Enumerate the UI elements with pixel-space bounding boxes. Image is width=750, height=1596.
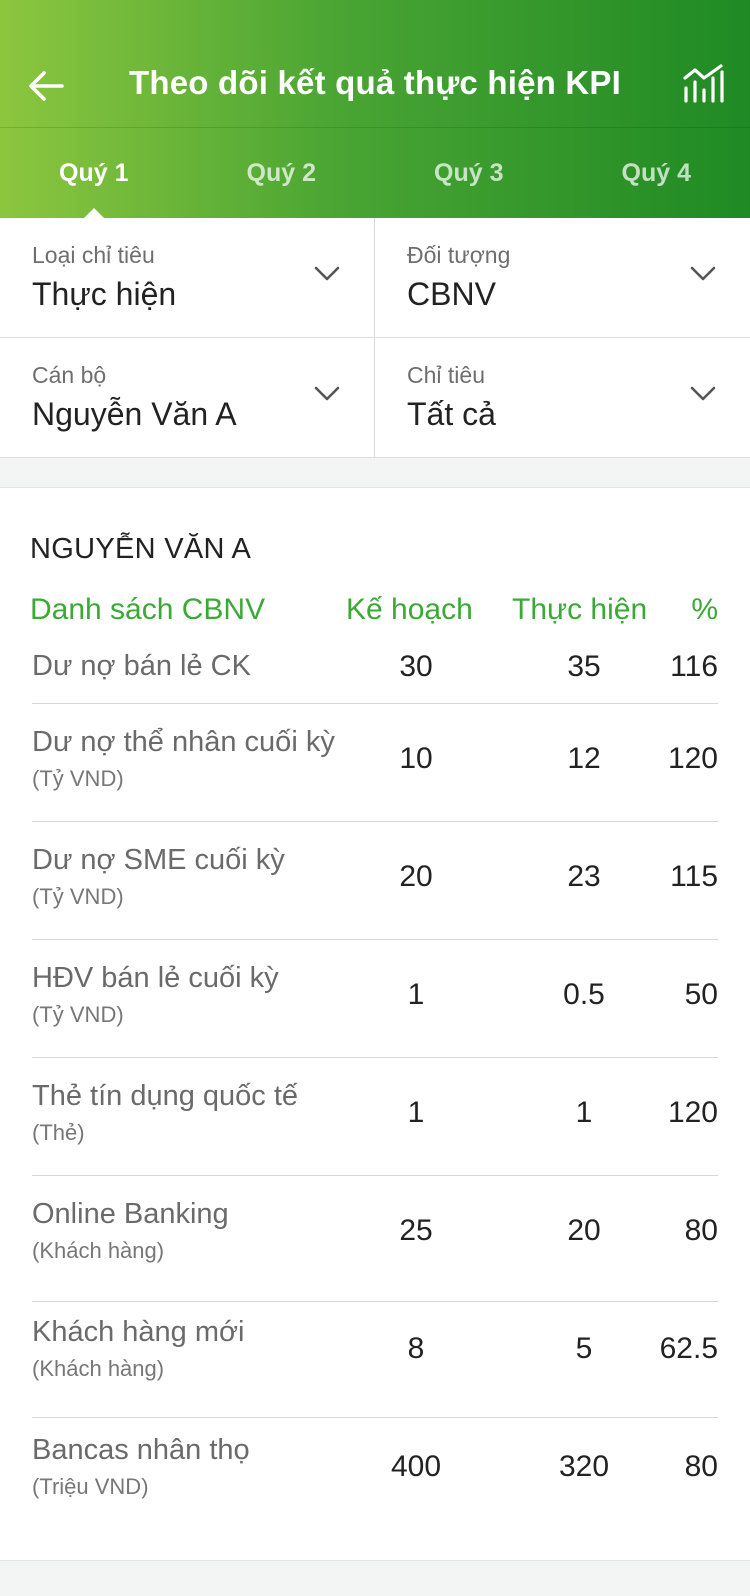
- table-row[interactable]: HĐV bán lẻ cuối kỳ (Tỷ VND) 1 0.5 50: [32, 940, 718, 1058]
- officer-dropdown[interactable]: Cán bộ Nguyễn Văn A: [0, 338, 375, 458]
- row-percent: 116: [670, 650, 718, 683]
- row-percent: 120: [667, 1096, 718, 1129]
- dropdown-label: Đối tượng: [407, 242, 511, 268]
- chevron-down-icon: [314, 386, 340, 401]
- row-unit: (Triệu VND): [32, 1474, 149, 1499]
- active-tab-indicator: [83, 208, 104, 218]
- dropdown-value: CBNV: [407, 276, 496, 312]
- column-header-name: Danh sách CBNV: [30, 593, 266, 626]
- table-row[interactable]: Thẻ tín dụng quốc tế (Thẻ) 1 1 120: [32, 1058, 718, 1176]
- row-unit: (Tỷ VND): [32, 884, 124, 909]
- row-name: Dư nợ thể nhân cuối kỳ: [32, 726, 335, 758]
- dropdown-label: Cán bộ: [32, 362, 107, 388]
- row-actual: 12: [567, 742, 601, 775]
- table-row[interactable]: Dư nợ SME cuối kỳ (Tỷ VND) 20 23 115: [32, 822, 718, 940]
- tab-quarter-1[interactable]: Quý 1: [0, 128, 188, 218]
- row-unit: (Thẻ): [32, 1120, 85, 1145]
- row-percent: 80: [684, 1450, 718, 1483]
- dropdown-value: Tất cả: [407, 396, 496, 432]
- row-unit: (Tỷ VND): [32, 766, 124, 791]
- top-bar: Theo dõi kết quả thực hiện KPI: [0, 0, 750, 128]
- row-actual: 35: [567, 650, 601, 683]
- tab-label: Quý 1: [59, 159, 129, 187]
- table-row[interactable]: Khách hàng mới (Khách hàng) 8 5 62.5: [32, 1302, 718, 1418]
- row-actual: 1: [575, 1096, 593, 1129]
- target-type-dropdown[interactable]: Loại chỉ tiêu Thực hiện: [0, 218, 375, 338]
- back-button[interactable]: [26, 66, 66, 106]
- table-header: Danh sách CBNV Kế hoạch Thực hiện %: [0, 593, 750, 633]
- row-name: Bancas nhân thọ: [32, 1434, 250, 1466]
- row-plan: 1: [407, 1096, 425, 1129]
- column-header-percent: %: [691, 593, 718, 626]
- row-unit: (Tỷ VND): [32, 1002, 124, 1027]
- row-plan: 10: [399, 742, 433, 775]
- dropdown-label: Loại chỉ tiêu: [32, 242, 155, 268]
- table-row[interactable]: Bancas nhân thọ (Triệu VND) 400 320 80: [32, 1418, 718, 1536]
- chevron-down-icon: [690, 266, 716, 281]
- chevron-down-icon: [690, 386, 716, 401]
- row-plan: 400: [390, 1450, 442, 1483]
- dropdown-label: Chỉ tiêu: [407, 362, 485, 388]
- row-plan: 30: [399, 650, 433, 683]
- table-row[interactable]: Dư nợ thể nhân cuối kỳ (Tỷ VND) 10 12 12…: [32, 704, 718, 822]
- row-unit: (Khách hàng): [32, 1356, 165, 1381]
- table-row[interactable]: Dư nợ bán lẻ CK 30 35 116: [32, 638, 718, 704]
- row-percent: 62.5: [659, 1332, 718, 1365]
- row-percent: 80: [684, 1214, 718, 1247]
- row-name: Dư nợ SME cuối kỳ: [32, 844, 285, 876]
- subject-dropdown[interactable]: Đối tượng CBNV: [375, 218, 750, 338]
- app-header: Theo dõi kết quả thực hiện KPI Quý 1 Quý…: [0, 0, 750, 218]
- row-plan: 1: [407, 978, 425, 1011]
- row-name: HĐV bán lẻ cuối kỳ: [32, 962, 279, 994]
- row-name: Online Banking: [32, 1198, 229, 1230]
- row-name: Thẻ tín dụng quốc tế: [32, 1080, 299, 1112]
- chart-view-button[interactable]: [682, 64, 724, 104]
- row-actual: 23: [567, 860, 601, 893]
- chevron-down-icon: [314, 266, 340, 281]
- column-header-plan: Kế hoạch: [346, 593, 473, 626]
- column-header-actual: Thực hiện: [512, 593, 648, 626]
- filter-panel: Loại chỉ tiêu Thực hiện Đối tượng CBNV C…: [0, 218, 750, 458]
- row-plan: 20: [399, 860, 433, 893]
- tab-label: Quý 4: [621, 159, 691, 187]
- row-percent: 115: [670, 860, 718, 893]
- quarter-tabs: Quý 1 Quý 2 Quý 3 Quý 4: [0, 128, 750, 218]
- tab-label: Quý 2: [246, 159, 316, 187]
- row-actual: 320: [558, 1450, 610, 1483]
- row-percent: 50: [684, 978, 718, 1011]
- table-row[interactable]: Online Banking (Khách hàng) 25 20 80: [32, 1176, 718, 1302]
- bar-chart-icon: [683, 64, 724, 103]
- kpi-report-card: NGUYỄN VĂN A Danh sách CBNV Kế hoạch Thự…: [0, 487, 750, 1561]
- row-actual: 5: [575, 1332, 593, 1365]
- tab-quarter-3[interactable]: Quý 3: [375, 128, 563, 218]
- row-name: Khách hàng mới: [32, 1316, 245, 1348]
- row-plan: 8: [407, 1332, 425, 1365]
- row-plan: 25: [399, 1214, 433, 1247]
- row-percent: 120: [667, 742, 718, 775]
- dropdown-value: Thực hiện: [32, 276, 177, 312]
- tab-quarter-2[interactable]: Quý 2: [188, 128, 376, 218]
- page-title: Theo dõi kết quả thực hiện KPI: [129, 64, 621, 101]
- dropdown-value: Nguyễn Văn A: [32, 396, 237, 432]
- employee-name: NGUYỄN VĂN A: [30, 533, 252, 565]
- tab-quarter-4[interactable]: Quý 4: [563, 128, 750, 218]
- indicator-dropdown[interactable]: Chỉ tiêu Tất cả: [375, 338, 750, 458]
- row-name: Dư nợ bán lẻ CK: [32, 650, 251, 682]
- row-unit: (Khách hàng): [32, 1238, 165, 1263]
- row-actual: 0.5: [563, 978, 605, 1011]
- row-actual: 20: [567, 1214, 601, 1247]
- arrow-left-icon: [29, 71, 64, 101]
- tab-label: Quý 3: [434, 159, 504, 187]
